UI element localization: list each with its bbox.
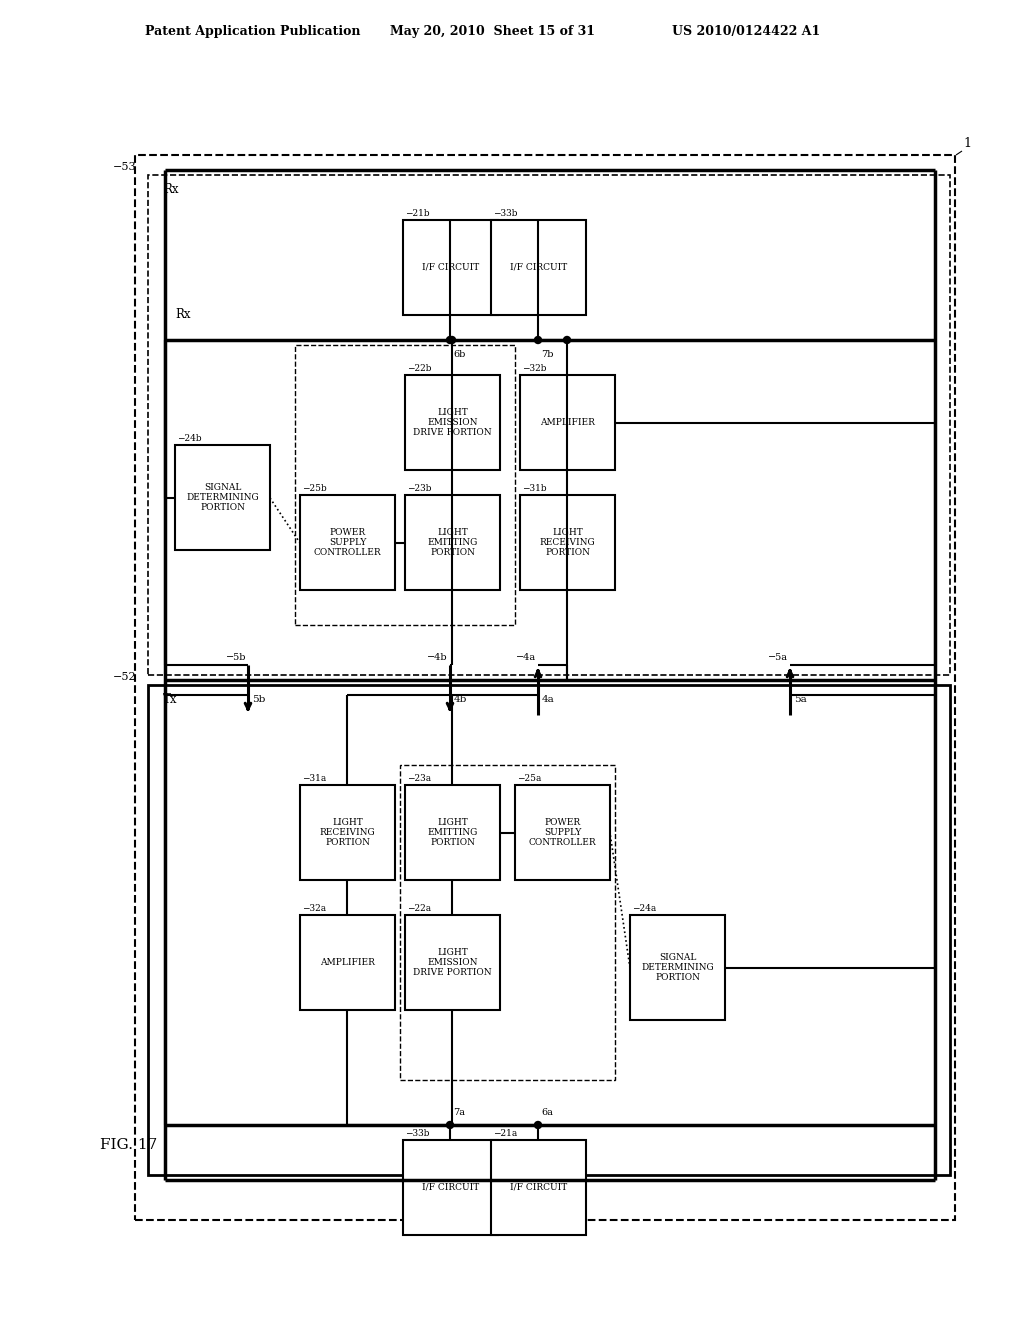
Text: SIGNAL
DETERMINING
PORTION: SIGNAL DETERMINING PORTION bbox=[186, 483, 259, 512]
Bar bbox=[406, 915, 500, 1010]
Bar bbox=[148, 176, 950, 675]
Text: −21b: −21b bbox=[406, 209, 430, 218]
Text: Tx: Tx bbox=[163, 693, 177, 706]
Text: −33b: −33b bbox=[493, 209, 517, 218]
Text: 4b: 4b bbox=[454, 696, 467, 705]
Text: May 20, 2010  Sheet 15 of 31: May 20, 2010 Sheet 15 of 31 bbox=[390, 25, 595, 38]
Bar bbox=[400, 766, 615, 1080]
Text: 5a: 5a bbox=[794, 696, 807, 705]
Text: −25a: −25a bbox=[517, 774, 542, 783]
Circle shape bbox=[535, 337, 542, 343]
Bar bbox=[520, 495, 615, 590]
Bar bbox=[630, 915, 725, 1020]
Text: −31a: −31a bbox=[302, 774, 327, 783]
Circle shape bbox=[446, 337, 454, 343]
Text: Rx: Rx bbox=[163, 183, 178, 195]
Text: LIGHT
RECEIVING
PORTION: LIGHT RECEIVING PORTION bbox=[540, 528, 595, 557]
Bar bbox=[515, 785, 610, 880]
Circle shape bbox=[535, 1122, 542, 1129]
Bar bbox=[406, 375, 500, 470]
Circle shape bbox=[563, 337, 570, 343]
Text: −23a: −23a bbox=[407, 774, 431, 783]
Text: −4b: −4b bbox=[427, 653, 449, 663]
Bar bbox=[490, 220, 586, 315]
Text: −4a: −4a bbox=[516, 653, 536, 663]
Text: −24a: −24a bbox=[632, 904, 656, 913]
Text: −33b: −33b bbox=[406, 1129, 429, 1138]
Text: −32a: −32a bbox=[302, 904, 326, 913]
Bar bbox=[295, 345, 515, 624]
Text: US 2010/0124422 A1: US 2010/0124422 A1 bbox=[672, 25, 820, 38]
Bar bbox=[403, 220, 498, 315]
Text: −24b: −24b bbox=[177, 434, 202, 444]
Bar bbox=[403, 1140, 498, 1236]
Text: −52: −52 bbox=[113, 672, 136, 682]
Text: POWER
SUPPLY
CONTROLLER: POWER SUPPLY CONTROLLER bbox=[313, 528, 381, 557]
Text: I/F CIRCUIT: I/F CIRCUIT bbox=[422, 1183, 479, 1192]
Bar bbox=[175, 445, 270, 550]
Text: −5b: −5b bbox=[225, 653, 246, 663]
Bar bbox=[148, 685, 950, 1175]
Text: LIGHT
RECEIVING
PORTION: LIGHT RECEIVING PORTION bbox=[319, 817, 376, 847]
Text: −5a: −5a bbox=[768, 653, 788, 663]
Text: −53: −53 bbox=[113, 162, 136, 172]
Text: 1: 1 bbox=[963, 137, 971, 150]
Bar bbox=[406, 495, 500, 590]
Text: AMPLIFIER: AMPLIFIER bbox=[540, 418, 595, 426]
Bar bbox=[300, 495, 395, 590]
Text: −32b: −32b bbox=[522, 364, 547, 374]
Circle shape bbox=[449, 337, 456, 343]
Text: POWER
SUPPLY
CONTROLLER: POWER SUPPLY CONTROLLER bbox=[528, 817, 596, 847]
Text: SIGNAL
DETERMINING
PORTION: SIGNAL DETERMINING PORTION bbox=[641, 953, 714, 982]
Text: I/F CIRCUIT: I/F CIRCUIT bbox=[422, 263, 479, 272]
Text: LIGHT
EMISSION
DRIVE PORTION: LIGHT EMISSION DRIVE PORTION bbox=[414, 948, 492, 977]
Bar bbox=[406, 785, 500, 880]
Text: −21a: −21a bbox=[493, 1129, 517, 1138]
Text: LIGHT
EMISSION
DRIVE PORTION: LIGHT EMISSION DRIVE PORTION bbox=[414, 408, 492, 437]
Text: −25b: −25b bbox=[302, 484, 327, 492]
Bar bbox=[300, 785, 395, 880]
Text: Rx: Rx bbox=[175, 309, 190, 322]
Text: Patent Application Publication: Patent Application Publication bbox=[145, 25, 360, 38]
Text: −22b: −22b bbox=[407, 364, 431, 374]
Text: −23b: −23b bbox=[407, 484, 431, 492]
Text: 5b: 5b bbox=[252, 696, 265, 705]
Text: −31b: −31b bbox=[522, 484, 547, 492]
Text: −22a: −22a bbox=[407, 904, 431, 913]
Circle shape bbox=[446, 1122, 454, 1129]
Bar bbox=[490, 1140, 586, 1236]
Text: 4a: 4a bbox=[542, 696, 555, 705]
Text: 6a: 6a bbox=[541, 1107, 553, 1117]
Bar bbox=[300, 915, 395, 1010]
Text: I/F CIRCUIT: I/F CIRCUIT bbox=[510, 263, 567, 272]
Text: 7b: 7b bbox=[541, 350, 554, 359]
Text: 7a: 7a bbox=[453, 1107, 465, 1117]
Text: LIGHT
EMITTING
PORTION: LIGHT EMITTING PORTION bbox=[427, 817, 477, 847]
Bar bbox=[520, 375, 615, 470]
Text: AMPLIFIER: AMPLIFIER bbox=[321, 958, 375, 968]
Text: FIG. 17: FIG. 17 bbox=[100, 1138, 158, 1152]
Bar bbox=[135, 154, 955, 1220]
Text: LIGHT
EMITTING
PORTION: LIGHT EMITTING PORTION bbox=[427, 528, 477, 557]
Text: 6b: 6b bbox=[453, 350, 465, 359]
Text: I/F CIRCUIT: I/F CIRCUIT bbox=[510, 1183, 567, 1192]
